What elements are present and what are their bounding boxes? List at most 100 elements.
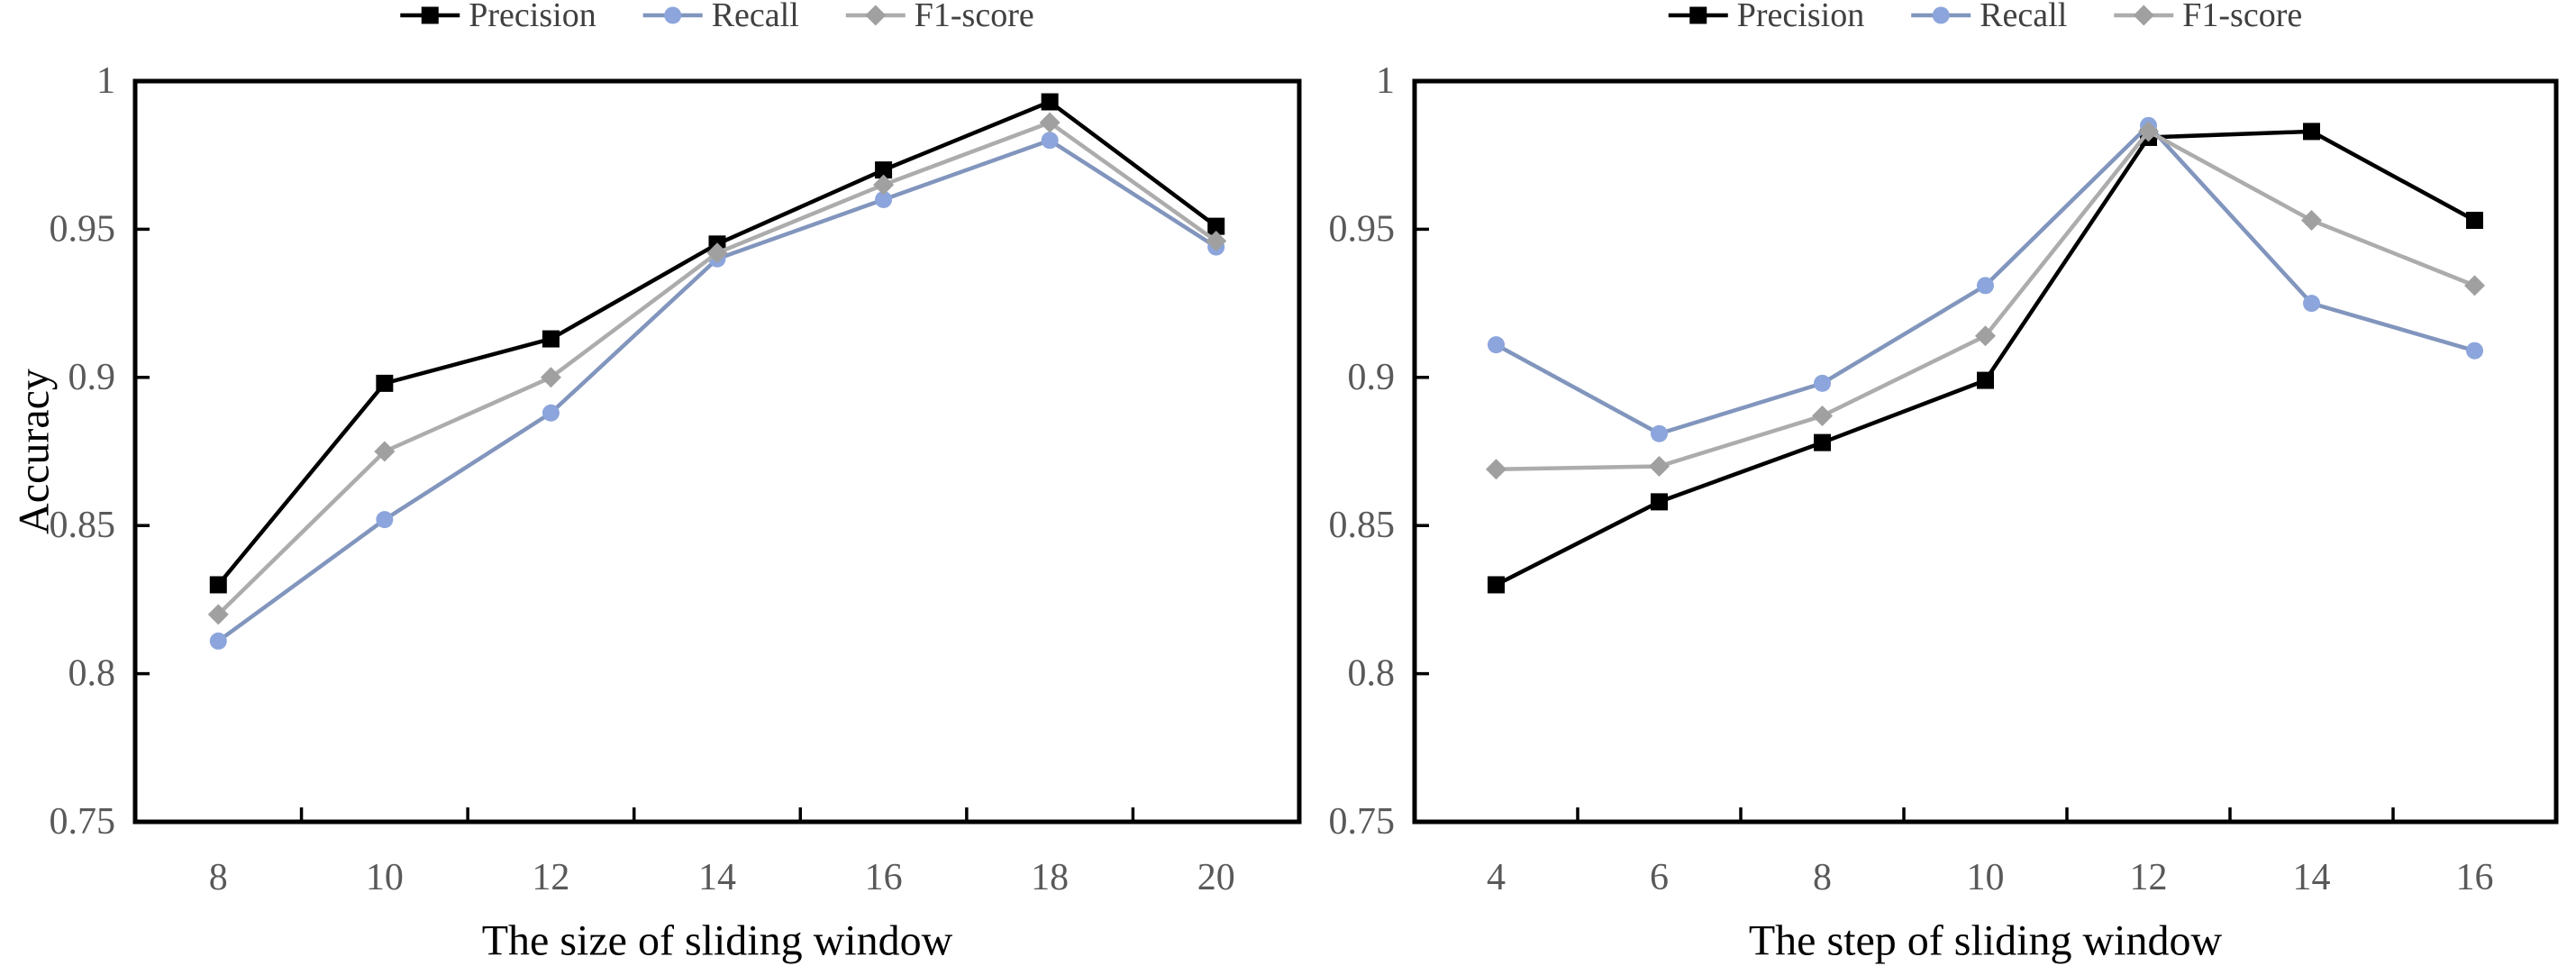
x-tick-label: 10	[366, 857, 404, 898]
legend-label: Precision	[469, 0, 596, 34]
y-tick-label: 1	[96, 60, 115, 102]
f1-score-marker	[2464, 275, 2485, 296]
precision-line	[1495, 129, 2476, 587]
recall-marker	[1651, 424, 1668, 442]
f1-score-line	[1496, 129, 2476, 471]
precision-marker	[875, 161, 893, 179]
chart-sliding-window-size: 1 0.95 0.9 0.85 0.8 0.75 8 10 12 14 16 18 20 The size…	[11, 0, 1302, 965]
x-tick-label: 14	[698, 857, 736, 898]
x-tick-label: 14	[2293, 857, 2331, 898]
y-tick-label: 1	[1376, 60, 1395, 102]
legend-label: Precision	[1737, 0, 1864, 34]
f1-score-marker	[1975, 325, 1996, 347]
y-tick-label: 0.85	[50, 505, 116, 546]
y-tick-label: 0.8	[68, 653, 116, 695]
legend-label: F1-score	[2182, 0, 2302, 34]
x-tick-label: 20	[1197, 857, 1235, 898]
legend-item-f1-score: F1-score	[845, 0, 1034, 34]
recall-marker	[2466, 342, 2483, 360]
x-tick-label: 8	[209, 857, 228, 898]
x-tick-label: 12	[2130, 857, 2168, 898]
f1-score-marker	[1812, 406, 1833, 427]
legend-item-precision: Precision	[400, 0, 596, 34]
legend-recall-marker-icon	[664, 6, 682, 24]
recall-marker	[875, 191, 893, 209]
recall-marker	[542, 404, 560, 422]
legend-label: Recall	[1980, 0, 2067, 34]
legend-item-recall: Recall	[642, 0, 799, 34]
precision-marker	[1814, 433, 1831, 451]
legend-f1-score-marker-icon	[2133, 5, 2154, 26]
series-recall	[209, 132, 1225, 650]
legend-f1-score-marker-icon	[865, 5, 887, 26]
x-tick-label: 16	[2456, 857, 2494, 898]
chart-svg-size: 1 0.95 0.9 0.85 0.8 0.75 8 10 12 14 16 18 20 The size…	[11, 0, 1302, 965]
recall-marker	[1488, 336, 1505, 354]
legend-item-f1-score: F1-score	[2114, 0, 2302, 34]
y-tick-label: 0.9	[68, 357, 116, 398]
legend: Precision Recall F1-score	[400, 0, 1034, 34]
recall-marker	[1977, 277, 1994, 295]
series-recall	[1488, 116, 2483, 442]
precision-marker	[1651, 493, 1668, 511]
recall-line	[216, 138, 1217, 643]
f1-score-marker	[706, 242, 728, 264]
legend-item-precision: Precision	[1668, 0, 1864, 34]
legend: Precision Recall F1-score	[1668, 0, 2302, 34]
x-tick-label: 18	[1031, 857, 1069, 898]
series-f1-score	[1486, 121, 2485, 480]
legend-label: F1-score	[915, 0, 1034, 34]
precision-line	[216, 99, 1218, 587]
x-tick-label: 4	[1487, 857, 1506, 898]
f1-score-marker	[2301, 210, 2322, 232]
y-axis-title: Accuracy	[11, 369, 59, 534]
recall-marker	[209, 632, 227, 650]
f1-score-marker	[1486, 459, 1506, 480]
x-tick-label: 6	[1650, 857, 1669, 898]
legend-precision-marker-icon	[421, 6, 439, 24]
precision-marker	[1207, 217, 1225, 235]
recall-marker	[376, 511, 394, 529]
f1-score-marker	[374, 441, 396, 462]
f1-score-marker	[1649, 455, 1670, 477]
f1-score-marker	[207, 604, 229, 625]
f1-score-marker	[540, 367, 561, 388]
x-tick-label: 10	[1967, 857, 2005, 898]
legend-label: Recall	[712, 0, 799, 34]
x-tick-label: 16	[865, 857, 903, 898]
chart-svg-step: 1 0.95 0.9 0.85 0.8 0.75 4 6 8 10 12 14 16 The step o…	[1329, 0, 2559, 965]
recall-marker	[2303, 295, 2320, 313]
f1-score-marker	[1039, 112, 1060, 133]
precision-marker	[2466, 212, 2483, 230]
plot-border	[1412, 78, 2559, 825]
recall-marker	[1814, 374, 1831, 392]
precision-marker	[1041, 93, 1059, 111]
y-tick-label: 0.95	[50, 208, 116, 250]
series-precision	[1488, 123, 2483, 594]
series-f1-score	[207, 112, 1227, 625]
f1-score-marker	[873, 174, 895, 196]
precision-marker	[2303, 123, 2320, 141]
y-tick-label: 0.9	[1348, 357, 1396, 398]
recall-marker	[1041, 132, 1059, 150]
f1-score-marker	[2138, 121, 2159, 142]
plot-border	[132, 78, 1302, 825]
y-tick-label: 0.8	[1348, 653, 1396, 695]
f1-score-line	[216, 120, 1218, 616]
y-tick-label: 0.75	[50, 801, 116, 843]
precision-marker	[542, 330, 560, 348]
legend-item-recall: Recall	[1911, 0, 2067, 34]
x-tick-label: 12	[532, 857, 569, 898]
series-precision	[209, 93, 1225, 594]
legend-recall-marker-icon	[1932, 6, 1950, 24]
y-tick-label: 0.75	[1329, 801, 1396, 843]
precision-marker	[1977, 371, 1994, 389]
x-axis-title: The size of sliding window	[482, 917, 953, 965]
legend-precision-marker-icon	[1689, 6, 1707, 24]
chart-sliding-window-step: 1 0.95 0.9 0.85 0.8 0.75 4 6 8 10 12 14 16 The step o…	[1315, 0, 2576, 966]
f1-score-marker	[1206, 231, 1227, 252]
precision-marker	[209, 576, 227, 594]
y-tick-label: 0.95	[1329, 208, 1396, 250]
precision-marker	[1488, 576, 1505, 594]
